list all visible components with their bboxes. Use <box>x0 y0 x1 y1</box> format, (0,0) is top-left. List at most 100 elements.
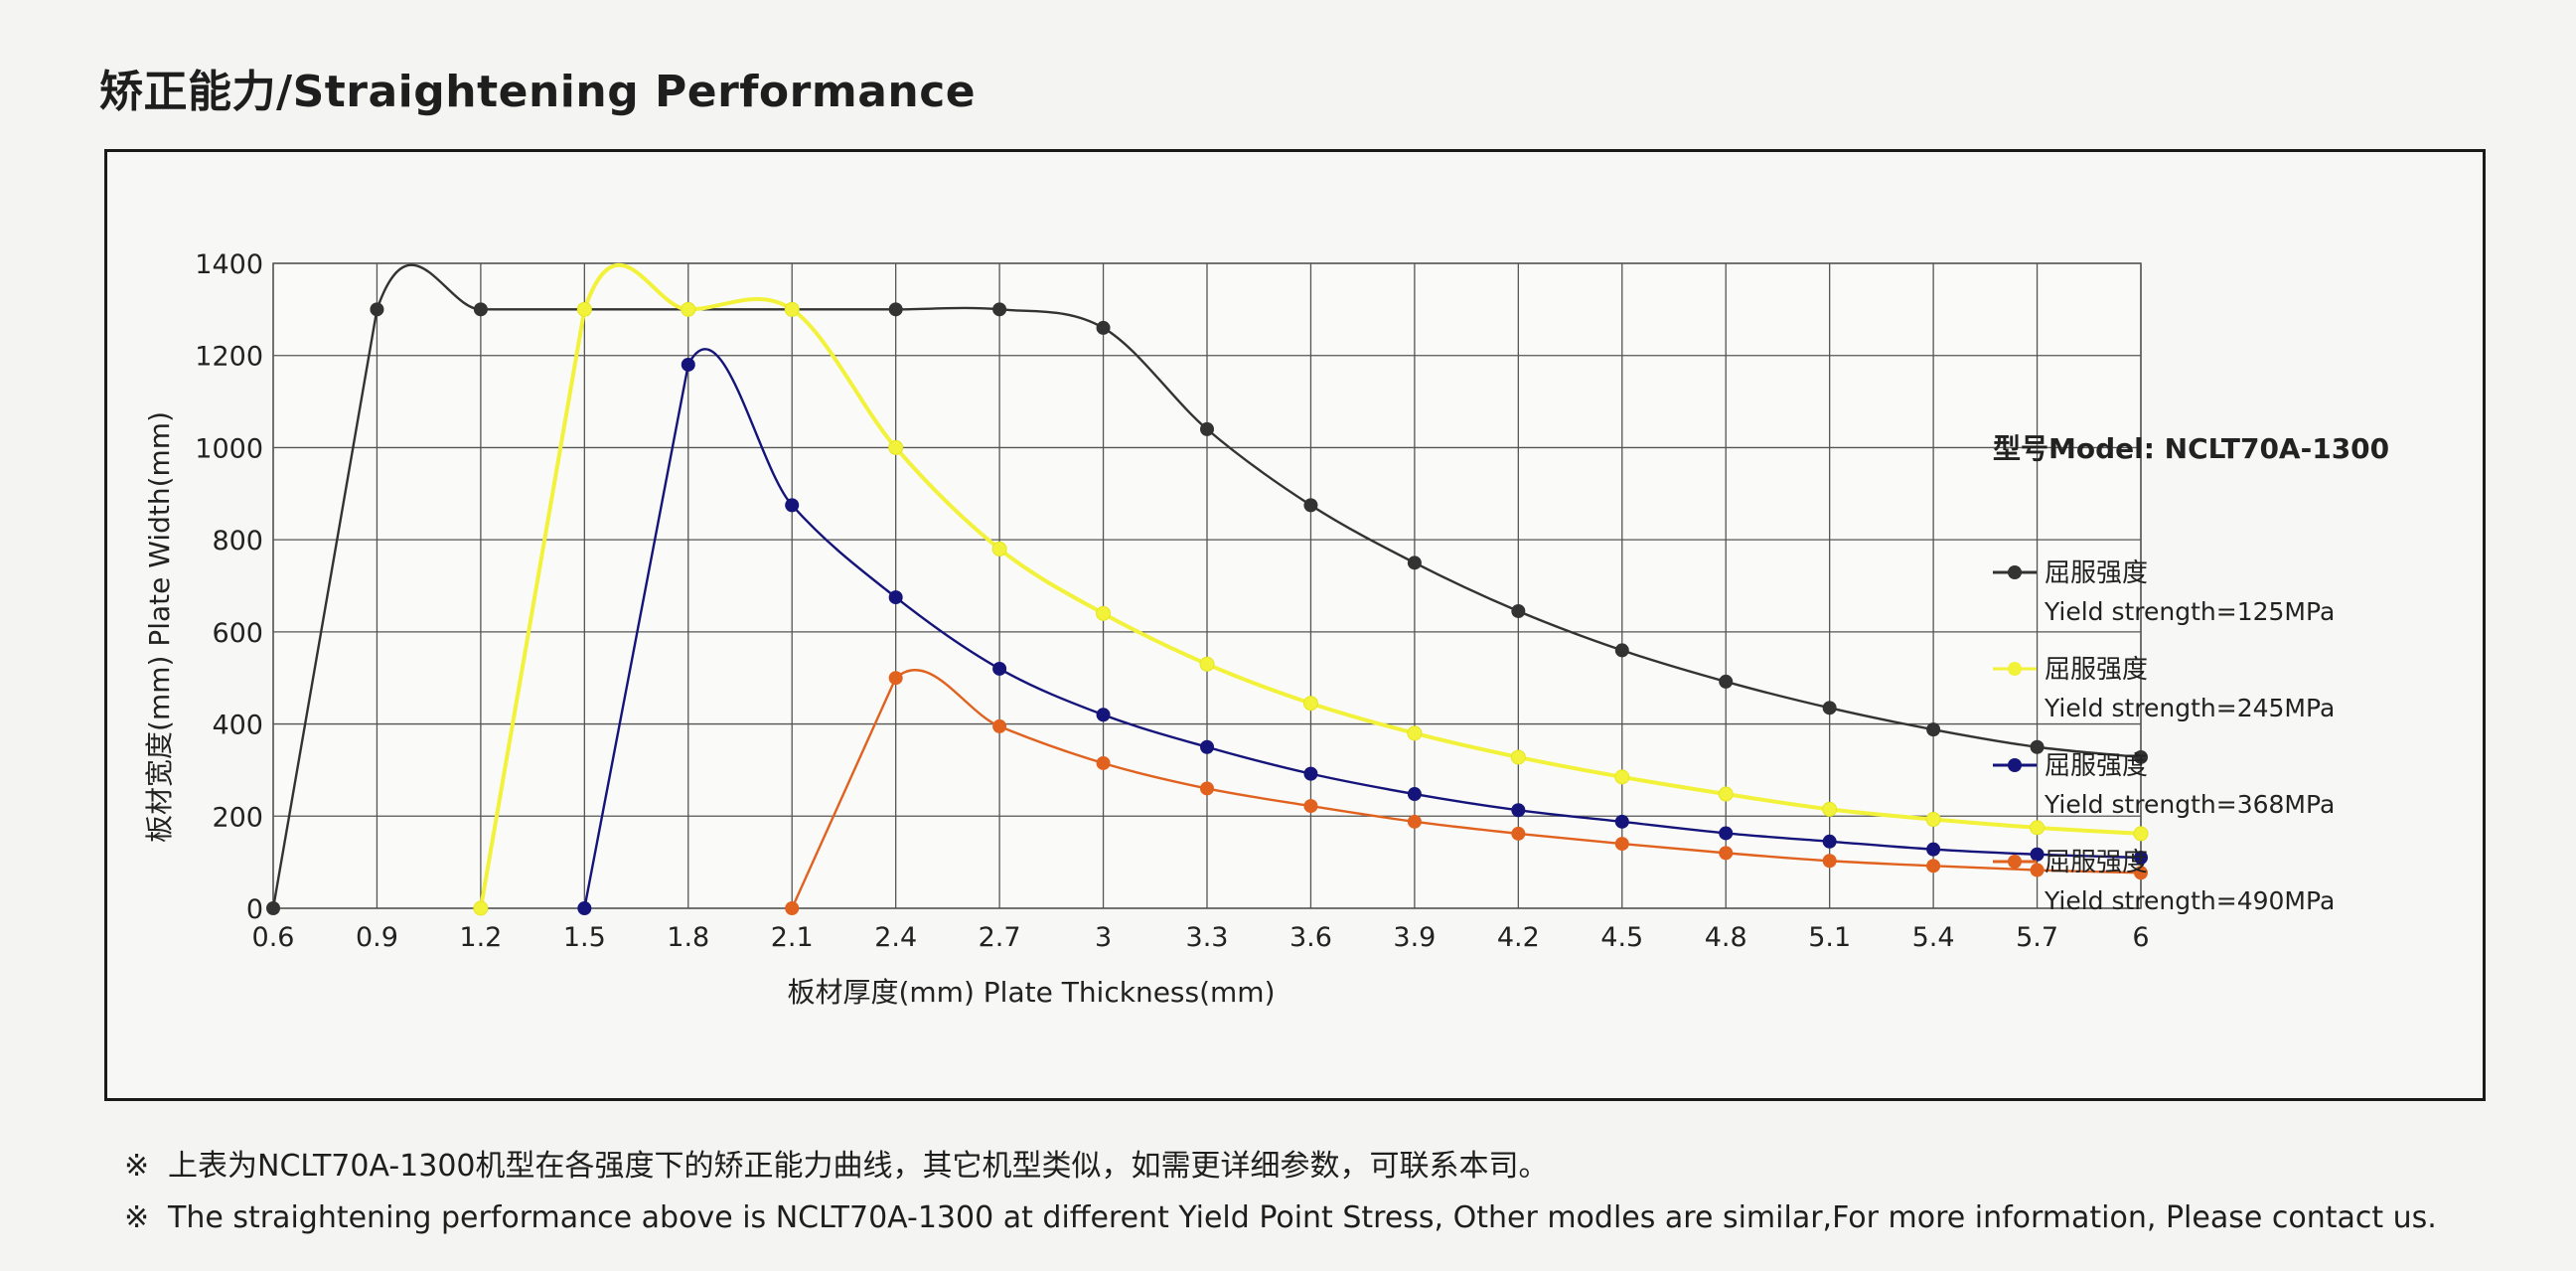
data-point <box>473 302 488 317</box>
data-point <box>681 301 696 317</box>
data-point <box>370 302 384 317</box>
data-point <box>2134 749 2148 764</box>
data-point <box>1096 320 1111 335</box>
data-point <box>1303 799 1318 814</box>
data-point <box>992 661 1007 676</box>
x-tick-label: 0.6 <box>252 922 295 953</box>
footnote-en: ※ The straightening performance above is … <box>124 1192 2437 1244</box>
y-tick-label: 1000 <box>195 433 263 464</box>
x-tick-label: 4.5 <box>1600 922 1643 953</box>
data-point <box>1614 814 1629 829</box>
data-point <box>266 901 280 915</box>
page-title: 矫正能力/Straightening Performance <box>99 67 977 117</box>
model-label: 型号Model: NCLT70A-1300 <box>1993 432 2389 465</box>
y-tick-label: 800 <box>212 526 263 556</box>
data-point <box>2030 820 2046 836</box>
data-point <box>784 301 800 317</box>
y-tick-label: 1400 <box>195 249 263 280</box>
data-point <box>992 718 1007 733</box>
data-point <box>1822 701 1837 715</box>
data-point <box>992 302 1007 317</box>
data-point <box>888 590 903 605</box>
data-point <box>785 901 800 915</box>
y-tick-label: 600 <box>212 618 263 649</box>
data-point <box>1200 781 1214 796</box>
data-point <box>1822 854 1837 869</box>
data-point <box>1407 787 1422 802</box>
data-point <box>1199 656 1215 672</box>
data-point <box>1096 755 1111 770</box>
data-point <box>2133 826 2149 842</box>
data-point <box>1407 556 1422 570</box>
data-point <box>1614 837 1629 852</box>
x-tick-label: 5.1 <box>1808 922 1851 953</box>
data-point <box>1303 498 1318 513</box>
x-axis-label: 板材厚度(mm) Plate Thickness(mm) <box>787 976 1275 1009</box>
data-point <box>2030 863 2045 877</box>
data-point <box>1200 421 1214 436</box>
data-point <box>888 302 903 317</box>
x-tick-label: 0.9 <box>356 922 398 953</box>
data-point <box>888 439 904 455</box>
legend-subtitle: Yield strength=490MPa <box>2044 886 2335 915</box>
note-mark: ※ <box>124 1200 150 1235</box>
x-tick-label: 4.8 <box>1705 922 1747 953</box>
legend: 屈服强度 Yield strength=125MPa 屈服强度 Yield stren… <box>1993 558 2335 915</box>
data-point <box>1303 766 1318 781</box>
legend-name: 屈服强度 <box>2045 655 2148 685</box>
x-tick-label: 5.7 <box>2016 922 2058 953</box>
y-axis-label: 板材宽度(mm) Plate Width(mm) <box>143 411 176 843</box>
data-point <box>785 498 800 513</box>
legend-subtitle: Yield strength=245MPa <box>2044 694 2335 722</box>
x-tick-label: 2.4 <box>874 922 917 953</box>
legend-name: 屈服强度 <box>2045 848 2148 877</box>
x-tick-label: 3.3 <box>1186 922 1229 953</box>
legend-subtitle: Yield strength=125MPa <box>2044 597 2335 626</box>
chart-frame: 0.6 0.9 1.2 1.5 1.8 2.1 2.4 2.7 3 3.3 3.6 3.9 4.2 4.5… <box>104 149 2486 1101</box>
footnote-cn: ※ 上表为NCLT70A-1300机型在各强度下的矫正能力曲线，其它机型类似，如需… <box>124 1141 2437 1192</box>
y-tick-label: 0 <box>246 894 263 925</box>
data-point <box>2030 739 2045 754</box>
legend-marker <box>2008 565 2022 579</box>
data-point <box>1096 605 1112 621</box>
straightening-chart: 0.6 0.9 1.2 1.5 1.8 2.1 2.4 2.7 3 3.3 3.6 3.9 4.2 4.5… <box>143 249 2389 1009</box>
data-point <box>1822 801 1838 817</box>
x-tick-label: 2.1 <box>771 922 814 953</box>
data-point <box>1719 846 1734 861</box>
series-line-3 <box>583 348 2142 909</box>
data-point <box>1719 674 1734 689</box>
axes: 0.6 0.9 1.2 1.5 1.8 2.1 2.4 2.7 3 3.3 3.6 3.9 4.2 4.5… <box>195 249 2149 953</box>
y-tick-label: 200 <box>212 802 263 833</box>
data-point <box>1096 708 1111 722</box>
x-tick-label: 6 <box>2132 922 2149 953</box>
x-tick-label: 1.5 <box>563 922 606 953</box>
series-layer <box>266 262 2149 916</box>
note-mark: ※ <box>124 1149 150 1184</box>
data-point <box>1718 786 1734 802</box>
footnote-en-text: The straightening performance above is N… <box>168 1200 2437 1235</box>
data-point <box>1822 834 1837 849</box>
data-point <box>888 671 903 686</box>
legend-marker <box>2008 758 2022 772</box>
x-tick-label: 5.4 <box>1912 922 1955 953</box>
data-point <box>1407 725 1423 741</box>
data-point <box>1719 826 1734 841</box>
data-point <box>1407 814 1422 829</box>
data-point <box>1925 812 1941 828</box>
data-point <box>1926 722 1941 737</box>
legend-name: 屈服强度 <box>2045 558 2148 588</box>
legend-subtitle: Yield strength=368MPa <box>2044 790 2335 819</box>
data-point <box>1510 749 1526 765</box>
data-point <box>1926 842 1941 857</box>
x-tick-label: 3 <box>1095 922 1112 953</box>
data-point <box>1511 803 1526 818</box>
legend-marker <box>2008 662 2022 676</box>
data-point <box>991 541 1007 556</box>
data-point <box>2030 847 2045 862</box>
data-point <box>1614 769 1630 785</box>
y-tick-label: 1200 <box>195 342 263 373</box>
x-tick-label: 3.9 <box>1393 922 1436 953</box>
legend-marker <box>2008 855 2022 869</box>
data-point <box>1200 739 1214 754</box>
x-tick-label: 4.2 <box>1497 922 1540 953</box>
